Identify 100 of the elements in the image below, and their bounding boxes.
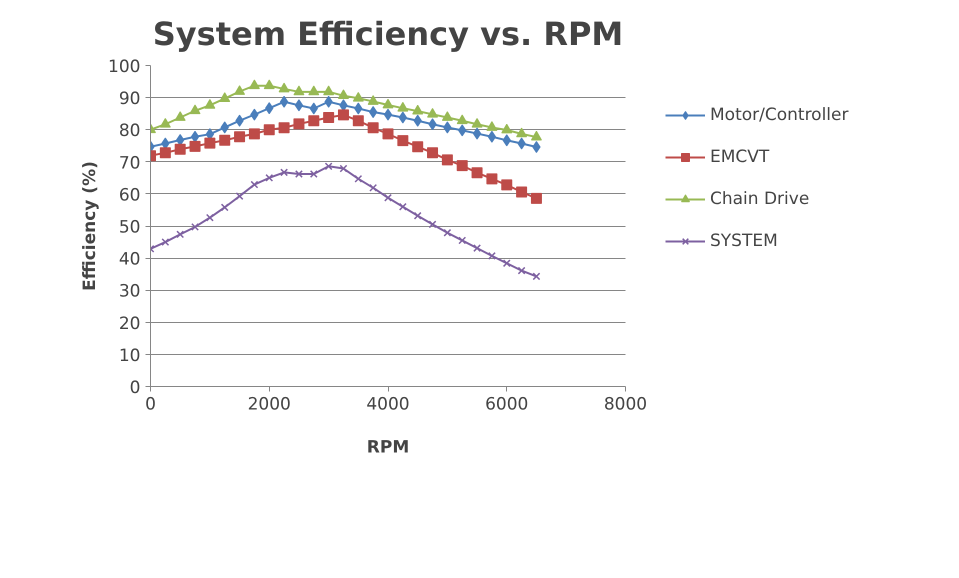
point [517, 138, 526, 150]
point [340, 164, 348, 172]
point [384, 194, 392, 202]
point [473, 244, 481, 252]
point [338, 109, 349, 120]
point [442, 154, 453, 166]
point [323, 112, 334, 123]
point [190, 140, 201, 152]
point [486, 121, 498, 131]
point [368, 122, 379, 134]
point [191, 223, 199, 231]
point [294, 99, 304, 112]
x-tick-label: 0 [145, 394, 156, 414]
point [368, 95, 379, 105]
point [443, 121, 452, 134]
y-tick-label: 0 [130, 378, 141, 398]
y-tick-label: 40 [118, 250, 141, 270]
point [369, 184, 378, 192]
y-tick-label: 90 [118, 89, 141, 110]
point [516, 186, 528, 198]
point [204, 138, 216, 149]
x-tick-label: 2000 [248, 394, 291, 414]
point [280, 168, 288, 176]
point [308, 86, 320, 96]
point [412, 104, 424, 114]
point [248, 79, 260, 90]
point [428, 220, 436, 228]
y-tick-label: 10 [118, 346, 141, 366]
point [532, 141, 541, 154]
point [472, 128, 482, 140]
point [486, 173, 498, 184]
point [338, 89, 349, 100]
point [206, 214, 214, 222]
point [458, 236, 466, 244]
point [414, 212, 422, 220]
point [502, 259, 511, 268]
point [264, 79, 275, 90]
legend-label: Chain Drive [710, 189, 810, 209]
point [234, 131, 246, 142]
point [530, 130, 542, 140]
x-tick-label: 8000 [604, 394, 648, 414]
point [265, 174, 274, 182]
point [278, 82, 290, 92]
chart-title: System Efficiency vs. RPM [152, 15, 624, 53]
point [398, 202, 407, 211]
point [501, 179, 512, 190]
point [219, 134, 230, 146]
point [530, 192, 542, 204]
point [456, 114, 468, 124]
point [190, 104, 201, 114]
x-tick-label: 4000 [366, 394, 410, 414]
point [501, 124, 512, 134]
y-tick-label: 70 [118, 153, 141, 174]
point [280, 96, 288, 108]
point [264, 124, 275, 136]
point [428, 118, 437, 130]
point [308, 115, 320, 126]
point [220, 203, 229, 212]
point [442, 111, 453, 121]
point [295, 170, 303, 178]
legend-label: Motor/Controller [710, 105, 848, 125]
point [397, 102, 408, 112]
y-tick-label: 50 [118, 218, 141, 238]
point [427, 147, 438, 158]
point [174, 144, 186, 155]
y-tick-label: 100 [108, 57, 141, 77]
point [324, 96, 333, 108]
point [518, 266, 526, 275]
x-tick-label: 6000 [485, 394, 528, 414]
y-tick-label: 30 [118, 282, 141, 302]
point [382, 128, 394, 140]
point [160, 147, 171, 158]
point [293, 86, 304, 96]
point [278, 122, 290, 134]
point [472, 118, 483, 128]
point [160, 118, 171, 128]
point [323, 86, 334, 96]
point [488, 130, 496, 143]
point [219, 92, 230, 102]
legend-label: SYSTEM [710, 231, 778, 251]
point [352, 115, 364, 126]
point [427, 108, 438, 118]
point [488, 252, 496, 260]
x-axis-title: RPM [366, 438, 410, 458]
point [161, 238, 170, 246]
point [235, 114, 244, 127]
point [174, 111, 186, 121]
point [472, 167, 483, 178]
point [443, 228, 452, 237]
point [310, 170, 318, 178]
point [234, 85, 246, 95]
point [354, 174, 362, 183]
point [250, 108, 259, 121]
point [293, 118, 304, 130]
point [248, 128, 260, 140]
point [516, 128, 528, 138]
point [352, 92, 364, 102]
y-tick-label: 20 [118, 314, 141, 334]
point [324, 162, 333, 170]
point [368, 106, 378, 118]
